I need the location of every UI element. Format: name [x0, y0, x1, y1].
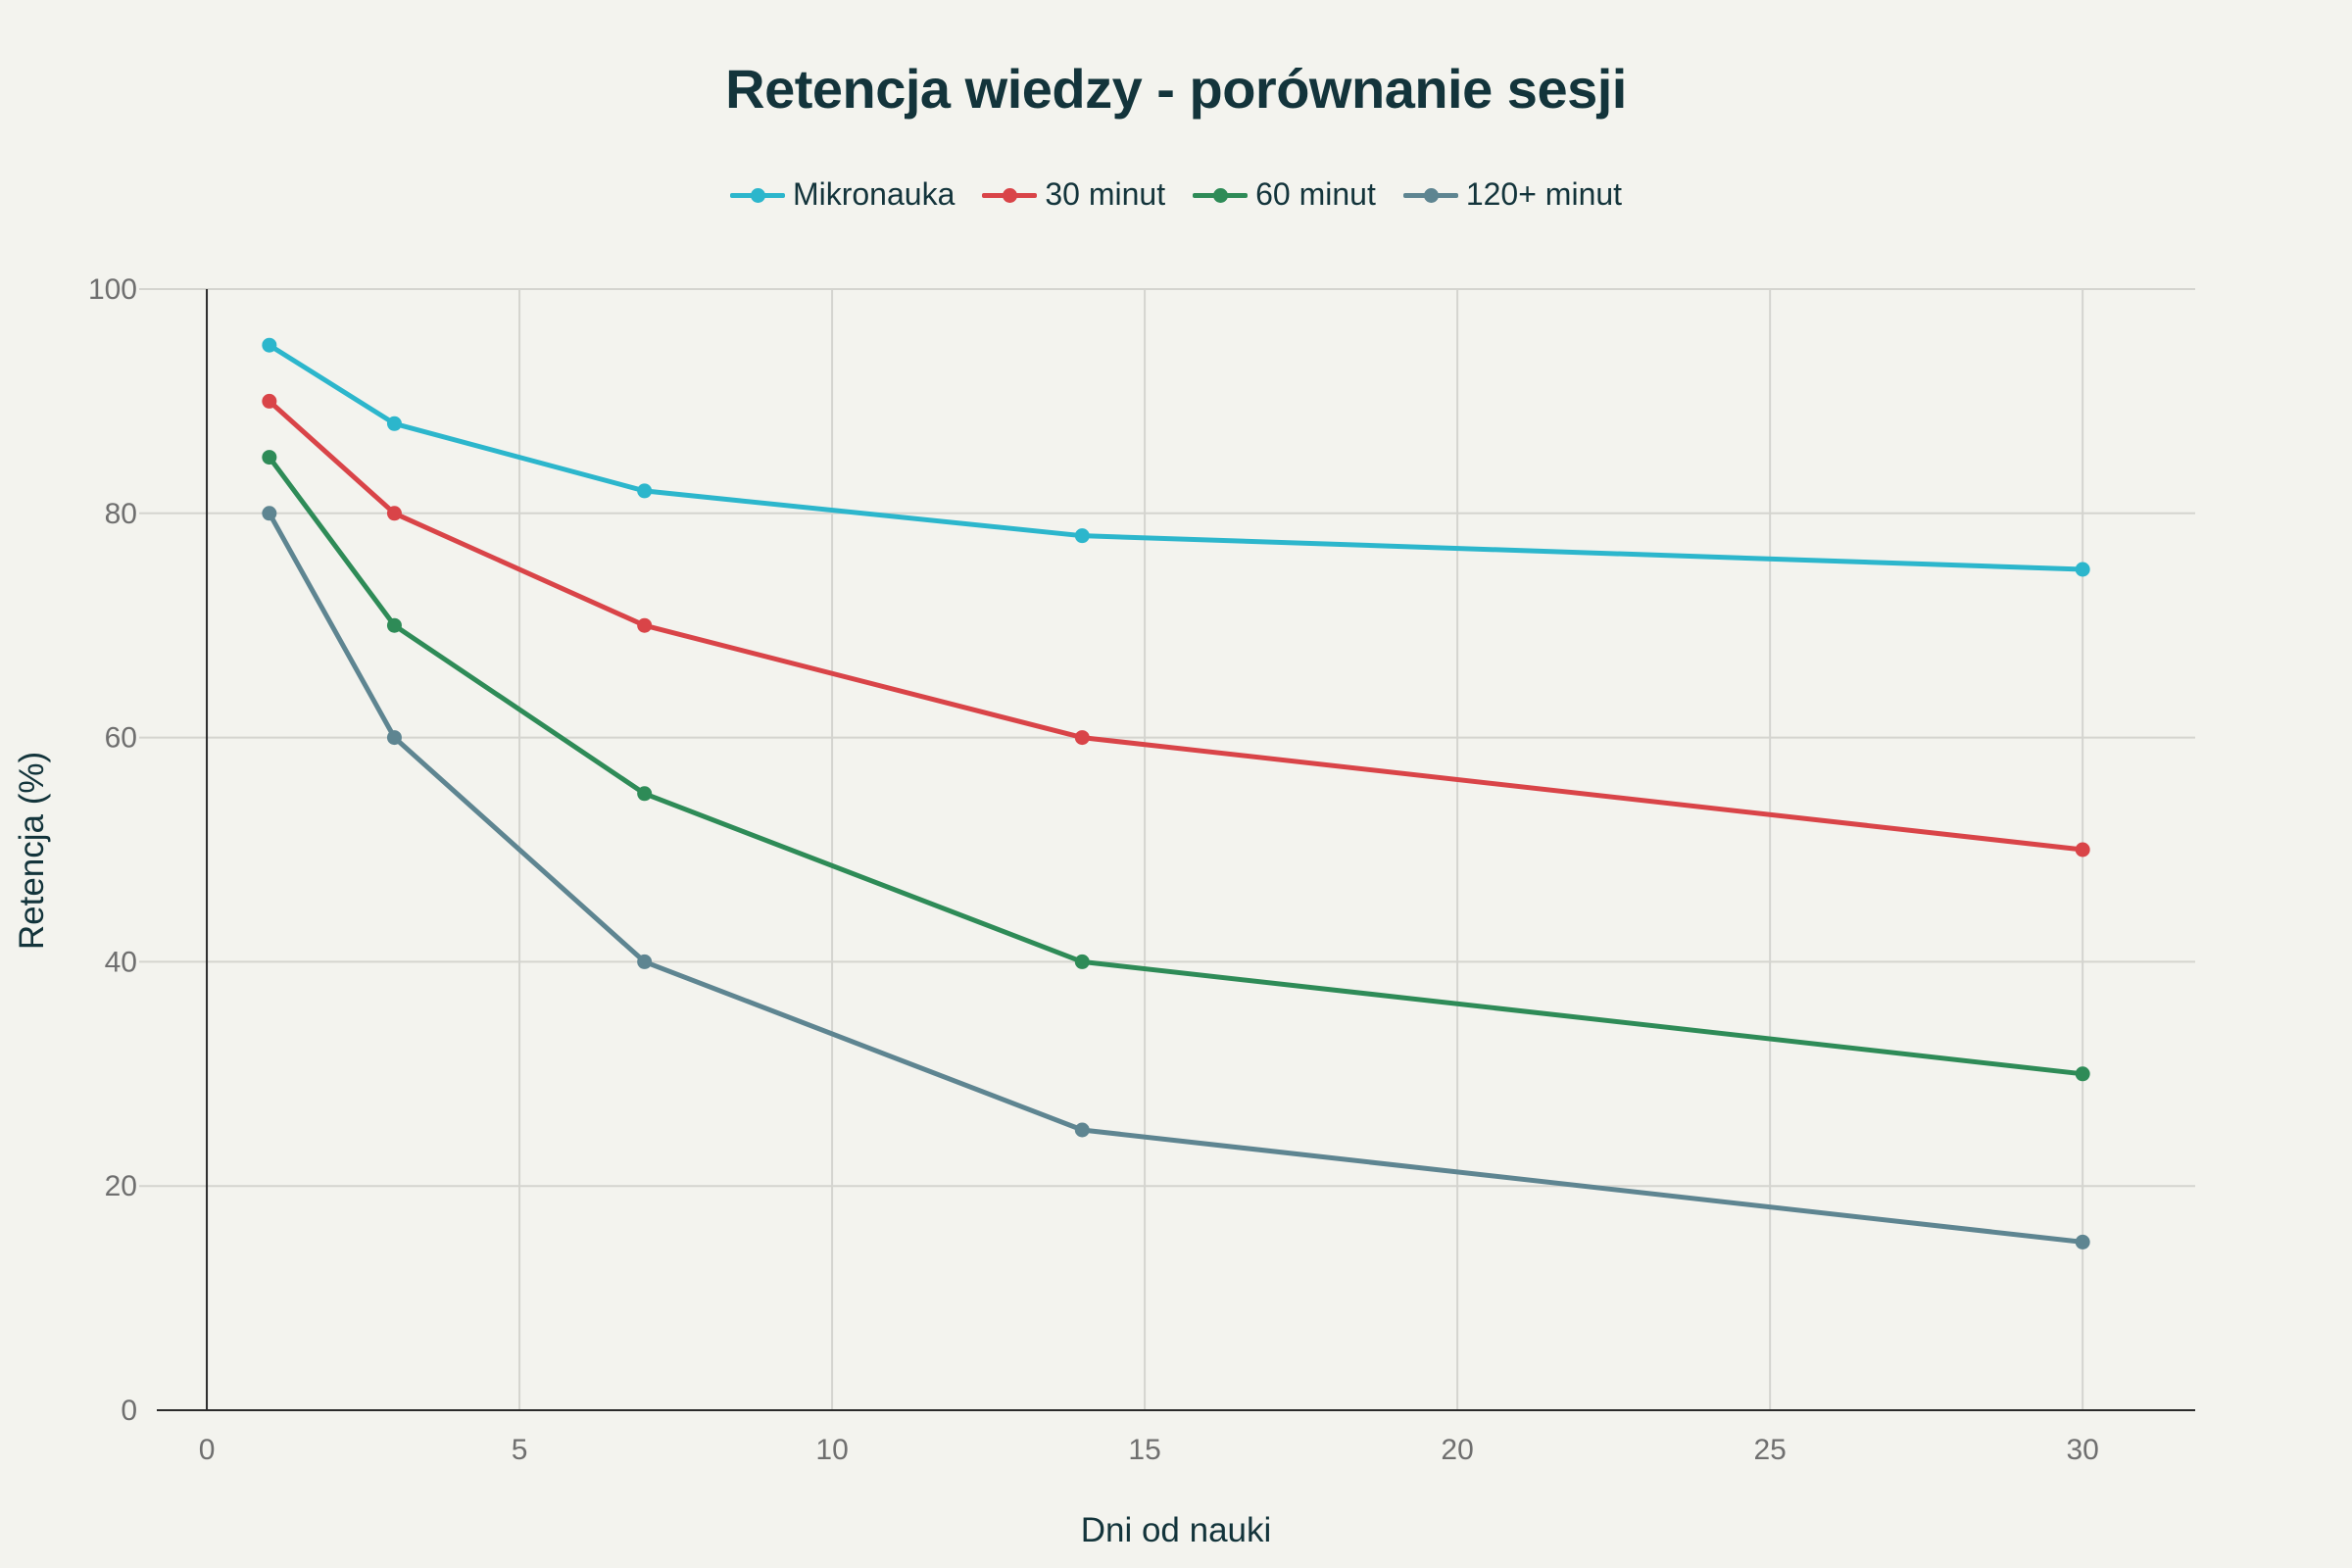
y-tick-label: 40	[105, 946, 137, 978]
x-tick-label: 30	[2066, 1434, 2098, 1466]
series-line-120-minut	[267, 511, 2085, 1245]
legend-item-60-minut[interactable]: 60 minut	[1193, 176, 1376, 213]
x-tick-label: 5	[512, 1434, 528, 1466]
y-tick-label: 20	[105, 1170, 137, 1202]
data-point-mikronauka[interactable]	[262, 337, 277, 353]
data-point-mikronauka[interactable]	[2075, 562, 2090, 577]
x-tick-label: 15	[1128, 1434, 1160, 1466]
x-tick-label: 0	[199, 1434, 216, 1466]
series-line-60-minut	[267, 455, 2085, 1077]
chart-title: Retencja wiedzy - porównanie sesji	[725, 58, 1627, 120]
data-point-mikronauka[interactable]	[637, 483, 653, 499]
series-line-30-minut	[267, 398, 2085, 853]
legend-item-30-minut[interactable]: 30 minut	[982, 176, 1165, 213]
axis-layer: 0 5 10 15 20 25 30 0 20 40 60 80 100	[88, 273, 2195, 1466]
series-line-mikronauka	[267, 342, 2085, 572]
y-tick-label: 60	[105, 722, 137, 755]
x-tick-label: 20	[1441, 1434, 1473, 1466]
data-point-30-minut[interactable]	[386, 506, 402, 521]
legend-item-120-minut[interactable]: 120+ minut	[1402, 176, 1623, 213]
data-point-120-minut[interactable]	[2075, 1234, 2090, 1250]
series-120-minut	[262, 506, 2090, 1250]
legend-swatch-mikronauka	[729, 180, 785, 210]
legend-label-120-minut: 120+ minut	[1465, 176, 1623, 212]
legend-label-30-minut: 30 minut	[1045, 176, 1166, 212]
data-point-60-minut[interactable]	[637, 786, 653, 802]
series-layer	[262, 337, 2090, 1250]
series-mikronauka	[262, 337, 2090, 577]
data-point-60-minut[interactable]	[1074, 954, 1090, 969]
data-point-120-minut[interactable]	[386, 730, 402, 746]
legend-swatch-120-minut	[1402, 180, 1458, 210]
data-point-60-minut[interactable]	[262, 450, 277, 466]
x-axis-title: Dni od nauki	[1081, 1511, 1272, 1549]
legend-label-60-minut: 60 minut	[1255, 176, 1376, 212]
data-point-120-minut[interactable]	[637, 954, 653, 969]
data-point-30-minut[interactable]	[637, 617, 653, 633]
y-axis-title: Retencja (%)	[13, 752, 51, 950]
legend-label-mikronauka: Mikronauka	[792, 176, 956, 212]
data-point-30-minut[interactable]	[1074, 730, 1090, 746]
y-tick-label: 0	[121, 1395, 137, 1427]
chart-legend: Mikronauka 30 minut 60 minut 120+ minut	[0, 176, 2352, 213]
series-60-minut	[262, 450, 2090, 1082]
data-point-60-minut[interactable]	[2075, 1066, 2090, 1082]
data-point-120-minut[interactable]	[262, 506, 277, 521]
y-tick-label: 80	[105, 498, 137, 530]
legend-item-mikronauka[interactable]: Mikronauka	[729, 176, 956, 213]
grid-layer	[139, 288, 2195, 1410]
x-tick-label: 25	[1753, 1434, 1786, 1466]
data-point-30-minut[interactable]	[262, 393, 277, 409]
series-30-minut	[262, 393, 2090, 858]
data-point-mikronauka[interactable]	[1074, 528, 1090, 544]
y-tick-label: 100	[88, 273, 137, 306]
x-tick-label: 10	[815, 1434, 848, 1466]
data-point-120-minut[interactable]	[1074, 1122, 1090, 1138]
legend-swatch-30-minut	[982, 180, 1038, 210]
data-point-30-minut[interactable]	[2075, 842, 2090, 858]
data-point-mikronauka[interactable]	[386, 416, 402, 431]
data-point-60-minut[interactable]	[386, 617, 402, 633]
legend-swatch-60-minut	[1193, 180, 1249, 210]
